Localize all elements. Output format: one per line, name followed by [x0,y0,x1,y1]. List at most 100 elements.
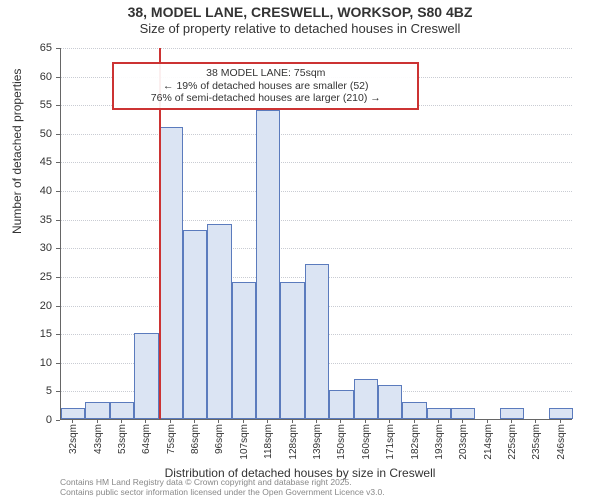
footer-attribution: Contains HM Land Registry data © Crown c… [60,478,385,498]
x-tick-labels: 32sqm 43sqm 53sqm 64sqm 75sqm 86sqm 96sqm 107sq… [60,424,572,470]
y-tick-mark [56,134,60,135]
x-tick-label: 214sqm [483,424,494,460]
histogram-bar [110,402,134,419]
histogram-bar [402,402,426,419]
histogram-bar [280,282,304,419]
gridline [61,48,572,49]
x-tick-mark [487,419,488,423]
x-tick-label: 182sqm [410,424,421,460]
y-tick-mark [56,48,60,49]
histogram-bar [427,408,451,419]
footer-line-2: Contains public sector information licen… [60,487,385,497]
y-tick-labels: 05101520253035404550556065 [0,48,56,420]
annotation-line-1: 38 MODEL LANE: 75sqm [120,67,411,80]
x-tick-mark [97,419,98,423]
gridline [61,191,572,192]
y-tick-label: 25 [12,271,52,283]
x-tick-mark [121,419,122,423]
gridline [61,248,572,249]
y-tick-mark [56,277,60,278]
annotation-callout: 38 MODEL LANE: 75sqm← 19% of detached ho… [112,62,419,110]
gridline [61,134,572,135]
x-tick-mark [194,419,195,423]
y-tick-mark [56,105,60,106]
histogram-bar [61,408,85,419]
x-tick-label: 75sqm [166,424,177,454]
x-tick-label: 171sqm [385,424,396,460]
x-tick-mark [389,419,390,423]
x-tick-mark [340,419,341,423]
x-tick-label: 96sqm [214,424,225,454]
x-tick-mark [414,419,415,423]
y-tick-mark [56,220,60,221]
x-tick-mark [145,419,146,423]
x-tick-mark [72,419,73,423]
y-tick-label: 10 [12,357,52,369]
x-tick-mark [292,419,293,423]
y-tick-label: 15 [12,328,52,340]
annotation-line-3: 76% of semi-detached houses are larger (… [120,92,411,105]
x-tick-label: 225sqm [507,424,518,460]
x-tick-label: 118sqm [263,424,274,459]
x-tick-label: 139sqm [312,424,323,460]
y-axis-title: Number of detached properties [10,69,24,234]
x-tick-label: 235sqm [531,424,542,460]
histogram-bar [329,390,353,419]
y-tick-mark [56,334,60,335]
histogram-bar [354,379,378,419]
y-tick-label: 65 [12,42,52,54]
title-line-1: 38, MODEL LANE, CRESWELL, WORKSOP, S80 4… [128,4,473,20]
histogram-bar [159,127,183,419]
x-tick-label: 53sqm [117,424,128,454]
histogram-bar [183,230,207,419]
histogram-bar [451,408,475,419]
x-tick-mark [462,419,463,423]
plot-area: 38 MODEL LANE: 75sqm← 19% of detached ho… [60,48,572,420]
x-tick-label: 193sqm [434,424,445,460]
x-tick-mark [535,419,536,423]
x-tick-label: 128sqm [288,424,299,460]
histogram-bar [134,333,158,419]
y-tick-mark [56,77,60,78]
y-tick-label: 20 [12,300,52,312]
histogram-bar [500,408,524,419]
x-tick-mark [316,419,317,423]
x-tick-label: 86sqm [190,424,201,454]
histogram-bar [256,110,280,419]
gridline [61,162,572,163]
title-line-2: Size of property relative to detached ho… [140,21,461,36]
x-tick-mark [511,419,512,423]
x-tick-label: 43sqm [93,424,104,454]
x-tick-mark [438,419,439,423]
y-tick-mark [56,306,60,307]
histogram-bar [207,224,231,419]
histogram-bar [305,264,329,419]
x-tick-label: 32sqm [68,424,79,454]
annotation-line-2: ← 19% of detached houses are smaller (52… [120,80,411,93]
y-tick-mark [56,420,60,421]
y-tick-mark [56,391,60,392]
x-tick-label: 160sqm [361,424,372,460]
histogram-bar [378,385,402,419]
histogram-bar [549,408,573,419]
chart-frame: 38, MODEL LANE, CRESWELL, WORKSOP, S80 4… [0,0,600,500]
x-tick-mark [560,419,561,423]
y-tick-mark [56,363,60,364]
y-tick-label: 0 [12,414,52,426]
x-tick-mark [267,419,268,423]
y-tick-label: 30 [12,242,52,254]
x-tick-label: 107sqm [239,424,250,460]
footer-line-1: Contains HM Land Registry data © Crown c… [60,477,352,487]
y-tick-mark [56,248,60,249]
gridline [61,220,572,221]
x-tick-label: 150sqm [336,424,347,460]
y-tick-label: 5 [12,385,52,397]
y-tick-mark [56,162,60,163]
x-tick-mark [365,419,366,423]
x-tick-label: 64sqm [141,424,152,454]
x-tick-mark [243,419,244,423]
histogram-bar [232,282,256,419]
x-tick-mark [170,419,171,423]
chart-title: 38, MODEL LANE, CRESWELL, WORKSOP, S80 4… [0,4,600,37]
y-tick-mark [56,191,60,192]
